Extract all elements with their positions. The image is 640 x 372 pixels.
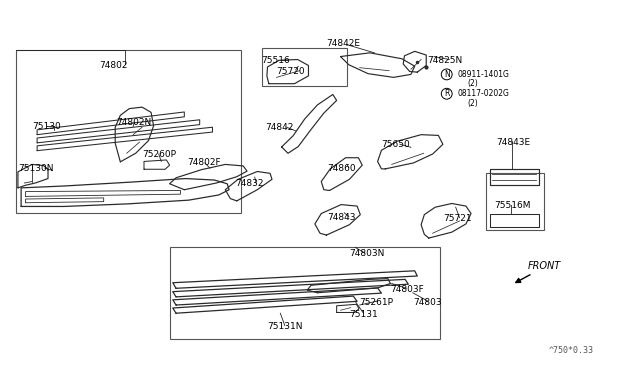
Text: 75720: 75720 bbox=[276, 67, 305, 76]
Text: R: R bbox=[444, 89, 449, 98]
Text: 74842E: 74842E bbox=[326, 39, 360, 48]
Text: 75130: 75130 bbox=[32, 122, 61, 131]
Text: 75261P: 75261P bbox=[360, 298, 394, 307]
Text: 75516: 75516 bbox=[261, 56, 290, 65]
Text: 74842: 74842 bbox=[266, 123, 294, 132]
Text: 75650: 75650 bbox=[381, 140, 410, 149]
Text: 08911-1401G: 08911-1401G bbox=[458, 70, 509, 79]
Text: 75131N: 75131N bbox=[268, 322, 303, 331]
Text: N: N bbox=[444, 70, 449, 79]
Text: 74803N: 74803N bbox=[349, 249, 384, 258]
Text: 74860: 74860 bbox=[328, 164, 356, 173]
Bar bbox=[486, 173, 544, 230]
Text: 74843: 74843 bbox=[328, 213, 356, 222]
Text: 75516M: 75516M bbox=[494, 201, 531, 210]
Bar bbox=[262, 48, 347, 86]
Bar bbox=[16, 50, 241, 213]
Text: 75130N: 75130N bbox=[18, 164, 53, 173]
Text: 74803F: 74803F bbox=[390, 285, 424, 294]
Text: 74802N: 74802N bbox=[116, 118, 152, 126]
Text: 75721: 75721 bbox=[443, 214, 472, 223]
Text: 08117-0202G: 08117-0202G bbox=[458, 89, 509, 98]
Text: (2): (2) bbox=[467, 79, 478, 88]
Text: 74825N: 74825N bbox=[428, 56, 463, 65]
Bar bbox=[170, 247, 440, 339]
Text: 74803: 74803 bbox=[413, 298, 442, 307]
Text: 75260P: 75260P bbox=[142, 150, 176, 159]
Text: (2): (2) bbox=[467, 99, 478, 108]
Text: ^750*0.33: ^750*0.33 bbox=[549, 346, 594, 355]
Text: 74802: 74802 bbox=[99, 61, 128, 70]
Text: 74802F: 74802F bbox=[187, 158, 221, 167]
Text: 74832: 74832 bbox=[236, 179, 264, 187]
Text: 74843E: 74843E bbox=[496, 138, 530, 147]
Text: FRONT: FRONT bbox=[528, 261, 561, 271]
Text: 75131: 75131 bbox=[349, 310, 378, 319]
